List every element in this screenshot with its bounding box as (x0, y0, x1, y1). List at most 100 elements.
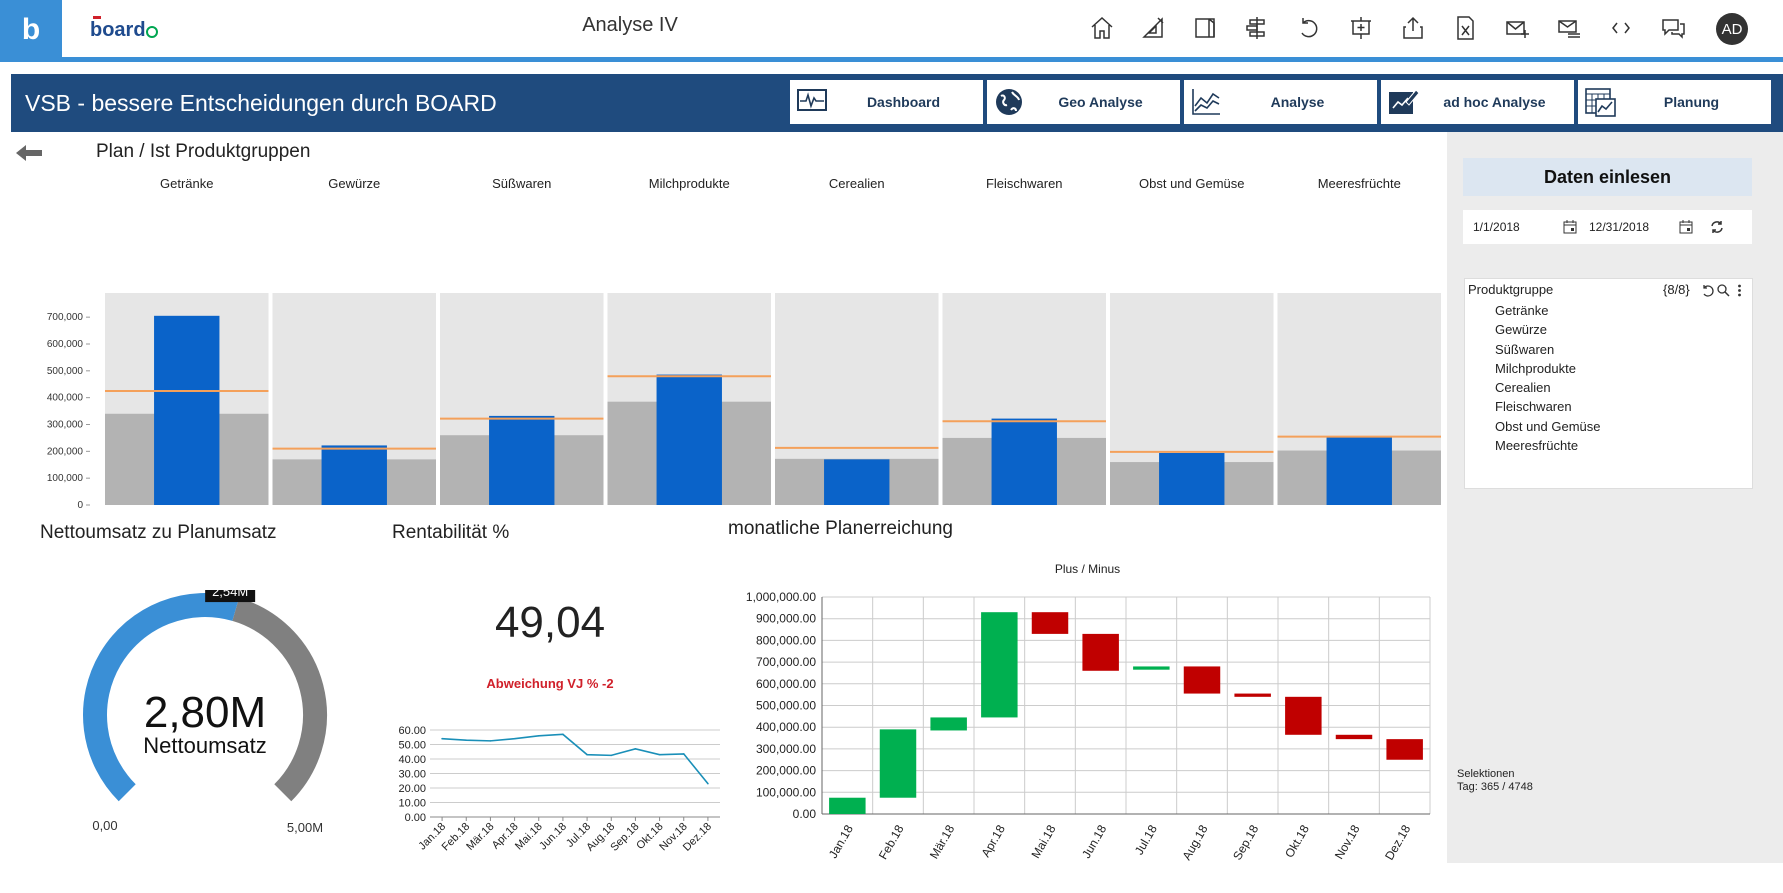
y-tick-label: 800,000.00 (756, 633, 816, 647)
waterfall-bar (1285, 696, 1322, 735)
x-tick-label: Dez.18 (1382, 822, 1413, 862)
selection-info: Selektionen Tag: 365 / 4748 (1457, 768, 1533, 794)
page-title: Analyse IV (582, 14, 678, 36)
waterfall-bar (1386, 739, 1423, 760)
rent-line-chart: 0.0010.0020.0030.0040.0050.0060.00Jan.18… (398, 725, 720, 854)
gauge-value: 2,80M (144, 688, 266, 737)
selection-info-count: Tag: 365 / 4748 (1457, 781, 1533, 793)
tab-label: Planung (1663, 94, 1720, 110)
board-logo: board (90, 16, 158, 41)
y-tick-label: 900,000.00 (756, 612, 816, 626)
line-series (442, 733, 709, 785)
tab-label: Geo Analyse (1058, 94, 1143, 110)
load-data-button[interactable]: Daten einlesen (1463, 158, 1752, 196)
waterfall-chart: 0.00 100,000.00 200,000.00 300,000.00 400,00… (746, 590, 1431, 862)
ist-bar (1326, 437, 1392, 505)
data-point (610, 754, 613, 757)
undo-icon[interactable] (1701, 284, 1714, 297)
category-header: Gewürze (328, 176, 381, 191)
tab-dashboard[interactable]: Dashboard (790, 80, 983, 124)
tab-ad-hoc-analyse[interactable]: ad hoc Analyse (1381, 80, 1574, 124)
topbar-accent-line (0, 57, 1783, 62)
align-icon[interactable] (1243, 14, 1271, 42)
pen-chart-icon (1381, 80, 1425, 124)
tab-analyse[interactable]: Analyse (1184, 80, 1377, 124)
search-icon[interactable] (1717, 284, 1730, 297)
data-point (441, 737, 443, 740)
calendar-chart-icon (1578, 80, 1622, 124)
selector-item-gewuerze[interactable]: Gewürze (1495, 322, 1548, 338)
y-tick-label: 100,000 (47, 473, 84, 484)
selector-item-getraenke[interactable]: Getränke (1495, 303, 1549, 318)
gauge-marker-label: 2,54M (212, 590, 248, 599)
share-icon[interactable] (1399, 14, 1427, 42)
selector-item-cerealien[interactable]: Cerealien (1495, 380, 1551, 396)
date-to-input[interactable]: 12/31/2018 (1589, 220, 1650, 234)
app-menu-button[interactable]: b (0, 0, 62, 60)
plan-ist-title: Plan / Ist Produktgruppen (96, 141, 311, 162)
edit-layout-icon[interactable] (1139, 14, 1167, 42)
gauge-max-label: 5,00M (287, 820, 323, 835)
x-tick-label: Jun.18 (537, 821, 569, 853)
waterfall-bar (1031, 612, 1069, 634)
presentation-icon[interactable] (1347, 14, 1375, 42)
rent-deviation: Abweichung VJ % -2 (486, 676, 614, 691)
y-tick-label: 30.00 (398, 769, 426, 781)
category-header: Meeresfrüchte (1317, 176, 1401, 191)
date-from-input[interactable]: 1/1/2018 (1473, 220, 1520, 234)
ist-bar (656, 374, 722, 505)
data-point (537, 735, 540, 737)
x-tick-label: Jun.18 (1079, 822, 1109, 860)
tab-label: Dashboard (866, 94, 941, 110)
undo-icon[interactable] (1295, 14, 1323, 42)
monitor-pulse-icon (790, 80, 834, 124)
y-tick-label: 600,000 (47, 339, 84, 350)
mail-list-icon[interactable] (1555, 14, 1583, 42)
calendar-icon[interactable] (1563, 220, 1577, 234)
y-tick-label: 0.00 (793, 807, 817, 821)
panel-icon[interactable] (1191, 14, 1219, 42)
calendar-icon[interactable] (1679, 220, 1693, 234)
y-tick-label: 0.00 (405, 812, 426, 824)
selector-item-milchprodukte[interactable]: Milchprodukte (1495, 360, 1576, 376)
home-icon[interactable] (1088, 14, 1116, 42)
category-header: Obst und Gemüse (1139, 176, 1245, 191)
waterfall-bar (879, 729, 917, 798)
top-bar: b board Analyse IV AD (0, 0, 1783, 60)
refresh-icon[interactable] (1710, 220, 1724, 234)
y-tick-label: 60.00 (398, 725, 426, 737)
avatar[interactable]: AD (1716, 13, 1748, 45)
excel-icon[interactable] (1451, 14, 1479, 42)
selector-item-obst-und-gemuese[interactable]: Obst und Gemüse (1495, 418, 1601, 434)
mail-add-icon[interactable] (1503, 14, 1531, 42)
code-icon[interactable] (1607, 14, 1635, 42)
filter-panel: Daten einlesen 1/1/2018 12/31/2018 Produ… (1447, 132, 1783, 863)
x-tick-label: Sep.18 (1230, 822, 1261, 862)
tab-planung[interactable]: Planung (1578, 80, 1771, 124)
data-point (465, 739, 468, 741)
y-tick-label: 200,000.00 (756, 764, 816, 778)
gauge-rest-arc (232, 597, 327, 802)
more-icon[interactable] (1737, 284, 1742, 297)
back-arrow-icon[interactable] (14, 143, 44, 163)
y-tick-label: 40.00 (398, 754, 426, 766)
rent-value: 49,04 (494, 598, 606, 647)
waterfall-bar (1234, 693, 1271, 697)
selector-item-fleischwaren[interactable]: Fleischwaren (1495, 399, 1572, 415)
selector-item-suesswaren[interactable]: Süßwaren (1495, 341, 1555, 357)
data-point (682, 753, 685, 755)
ist-bar (154, 315, 220, 505)
board-logo-text: board (90, 19, 146, 41)
x-tick-label: Jul.18 (1132, 822, 1160, 857)
comments-icon[interactable] (1659, 14, 1687, 42)
x-tick-label: Mai.18 (1028, 822, 1058, 860)
tab-geo-analyse[interactable]: Geo Analyse (987, 80, 1180, 124)
x-tick-label: Okt.18 (1282, 822, 1312, 860)
x-tick-label: Aug.18 (1179, 822, 1210, 862)
line-chart-icon (1184, 80, 1228, 124)
gauge-marker-box (205, 590, 256, 603)
selector-count: {8/8} (1663, 282, 1690, 297)
selector-item-meeresfruechte[interactable]: Meeresfrüchte (1495, 438, 1579, 454)
header-banner: VSB - bessere Entscheidungen durch BOARD… (11, 74, 1783, 132)
